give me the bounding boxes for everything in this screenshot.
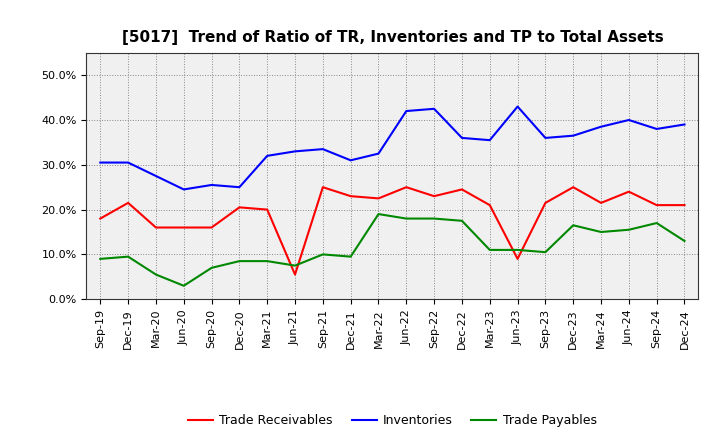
Trade Payables <box>485 247 494 253</box>
Trade Receivables <box>291 272 300 277</box>
Trade Receivables <box>541 200 550 205</box>
Inventories <box>346 158 355 163</box>
Title: [5017]  Trend of Ratio of TR, Inventories and TP to Total Assets: [5017] Trend of Ratio of TR, Inventories… <box>122 29 663 45</box>
Trade Receivables <box>374 196 383 201</box>
Trade Payables <box>263 258 271 264</box>
Trade Payables <box>207 265 216 271</box>
Trade Payables <box>124 254 132 259</box>
Trade Receivables <box>152 225 161 230</box>
Trade Receivables <box>96 216 104 221</box>
Trade Receivables <box>318 184 327 190</box>
Trade Receivables <box>513 256 522 261</box>
Trade Payables <box>152 272 161 277</box>
Trade Payables <box>374 212 383 217</box>
Inventories <box>458 135 467 140</box>
Inventories <box>430 106 438 111</box>
Trade Payables <box>291 263 300 268</box>
Trade Receivables <box>485 202 494 208</box>
Trade Receivables <box>597 200 606 205</box>
Trade Receivables <box>124 200 132 205</box>
Trade Receivables <box>624 189 633 194</box>
Trade Payables <box>458 218 467 224</box>
Trade Payables <box>235 258 243 264</box>
Trade Payables <box>513 247 522 253</box>
Trade Payables <box>597 229 606 235</box>
Trade Payables <box>541 249 550 255</box>
Trade Receivables <box>430 194 438 199</box>
Inventories <box>624 117 633 123</box>
Inventories <box>513 104 522 109</box>
Trade Receivables <box>402 184 410 190</box>
Trade Payables <box>179 283 188 288</box>
Inventories <box>207 182 216 187</box>
Line: Inventories: Inventories <box>100 106 685 190</box>
Inventories <box>263 153 271 158</box>
Line: Trade Payables: Trade Payables <box>100 214 685 286</box>
Trade Receivables <box>263 207 271 212</box>
Inventories <box>569 133 577 138</box>
Trade Payables <box>624 227 633 232</box>
Inventories <box>318 147 327 152</box>
Inventories <box>402 108 410 114</box>
Trade Payables <box>680 238 689 244</box>
Inventories <box>235 184 243 190</box>
Trade Receivables <box>346 194 355 199</box>
Inventories <box>291 149 300 154</box>
Inventories <box>152 173 161 179</box>
Trade Receivables <box>235 205 243 210</box>
Inventories <box>124 160 132 165</box>
Inventories <box>597 124 606 129</box>
Trade Receivables <box>207 225 216 230</box>
Inventories <box>179 187 188 192</box>
Trade Receivables <box>569 184 577 190</box>
Trade Payables <box>402 216 410 221</box>
Trade Receivables <box>680 202 689 208</box>
Inventories <box>485 138 494 143</box>
Inventories <box>680 122 689 127</box>
Trade Receivables <box>458 187 467 192</box>
Trade Payables <box>652 220 661 226</box>
Inventories <box>652 126 661 132</box>
Inventories <box>541 135 550 140</box>
Trade Payables <box>318 252 327 257</box>
Trade Receivables <box>652 202 661 208</box>
Inventories <box>96 160 104 165</box>
Line: Trade Receivables: Trade Receivables <box>100 187 685 275</box>
Legend: Trade Receivables, Inventories, Trade Payables: Trade Receivables, Inventories, Trade Pa… <box>183 409 602 432</box>
Trade Payables <box>346 254 355 259</box>
Trade Payables <box>569 223 577 228</box>
Inventories <box>374 151 383 156</box>
Trade Receivables <box>179 225 188 230</box>
Trade Payables <box>96 256 104 261</box>
Trade Payables <box>430 216 438 221</box>
